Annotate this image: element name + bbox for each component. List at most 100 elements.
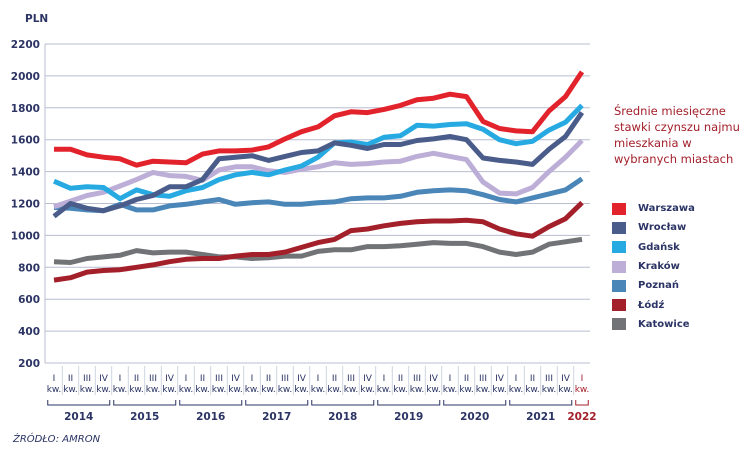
- x-tick-suffix: kw.: [146, 385, 161, 395]
- x-tick-suffix: kw.: [245, 385, 260, 395]
- legend-label: Katowice: [638, 318, 690, 330]
- legend-item: Łódź: [612, 295, 695, 314]
- x-tick-suffix: kw.: [509, 385, 524, 395]
- series-line-łódź: [53, 200, 584, 283]
- source-note: ŹRÓDŁO: AMRON: [13, 434, 101, 445]
- year-bracket: [443, 400, 507, 406]
- x-tick-quarter: I: [251, 374, 254, 384]
- legend-label: Gdańsk: [638, 241, 680, 253]
- legend-swatch: [612, 299, 626, 312]
- x-tick-quarter: III: [281, 374, 289, 384]
- legend-item: Warszawa: [612, 199, 695, 218]
- x-tick-quarter: III: [83, 374, 91, 384]
- legend-title: Średnie miesięczne stawki czynszu najmu …: [614, 104, 740, 166]
- x-year-label: 2021: [526, 411, 555, 423]
- x-tick-quarter: IV: [165, 374, 175, 384]
- x-tick-quarter: I: [383, 374, 386, 384]
- x-year-label: 2022: [567, 411, 596, 423]
- gridlines: [44, 43, 590, 364]
- x-tick-suffix: kw.: [261, 385, 276, 395]
- x-tick-suffix: kw.: [195, 385, 210, 395]
- x-tick-quarter: II: [134, 374, 139, 384]
- y-tick-label: 1000: [11, 230, 40, 242]
- legend: Warszawa Wrocław Gdańsk Kraków Poznań Łódź Kat…: [612, 199, 695, 334]
- x-tick-suffix: kw.: [327, 385, 342, 395]
- x-tick-suffix: kw.: [360, 385, 375, 395]
- year-bracket: [47, 400, 111, 406]
- x-tick-quarter: IV: [297, 374, 307, 384]
- x-tick-suffix: kw.: [80, 385, 95, 395]
- x-tick-quarter: II: [530, 374, 535, 384]
- x-tick-quarter: II: [68, 374, 73, 384]
- legend-label: Łódź: [638, 299, 665, 311]
- x-year-label: 2017: [262, 411, 291, 423]
- y-axis-ticks: 200 400 600 800 1000 1200 1400 1600 1800 2000 2200: [11, 39, 40, 370]
- x-tick-suffix: kw.: [443, 385, 458, 395]
- legend-label: Wrocław: [638, 222, 687, 234]
- y-tick-label: 1800: [11, 103, 40, 115]
- x-tick-quarter: I: [581, 374, 584, 384]
- x-tick-quarter: I: [53, 374, 56, 384]
- x-tick-suffix: kw.: [162, 385, 177, 395]
- year-bracket: [179, 400, 243, 406]
- x-tick-suffix: kw.: [344, 385, 359, 395]
- x-tick-quarter: I: [119, 374, 122, 384]
- legend-item: Gdańsk: [612, 238, 695, 257]
- x-tick-quarter: I: [449, 374, 452, 384]
- x-tick-quarter: II: [464, 374, 469, 384]
- series-line-warszawa: [54, 70, 585, 168]
- series-line-poznań: [53, 176, 584, 214]
- x-tick-suffix: kw.: [294, 385, 309, 395]
- x-tick-suffix: kw.: [575, 385, 590, 395]
- legend-item: Kraków: [612, 257, 695, 276]
- x-tick-quarter: III: [215, 374, 223, 384]
- series-line-katowice: [53, 236, 583, 265]
- x-year-label: 2019: [394, 411, 423, 423]
- x-tick-quarter: II: [398, 374, 403, 384]
- series-line-wrocław: [52, 111, 585, 219]
- y-axis-unit-label: PLN: [25, 13, 48, 25]
- x-tick-quarter: I: [185, 374, 188, 384]
- legend-swatch: [612, 241, 626, 254]
- legend-swatch: [612, 318, 626, 331]
- year-bracket: [509, 400, 573, 406]
- y-tick-label: 1400: [11, 167, 40, 179]
- x-tick-suffix: kw.: [129, 385, 144, 395]
- y-tick-label: 2000: [11, 71, 40, 83]
- x-year-label: 2020: [460, 411, 489, 423]
- x-tick-suffix: kw.: [228, 385, 243, 395]
- x-tick-quarter: II: [332, 374, 337, 384]
- x-tick-suffix: kw.: [542, 385, 557, 395]
- x-tick-suffix: kw.: [558, 385, 573, 395]
- x-tick-suffix: kw.: [426, 385, 441, 395]
- x-year-label: 2018: [328, 411, 357, 423]
- x-tick-suffix: kw.: [476, 385, 491, 395]
- series-lines: [52, 70, 585, 283]
- x-tick-quarter: IV: [363, 374, 373, 384]
- legend-item: Poznań: [612, 276, 695, 295]
- y-tick-label: 1600: [11, 135, 40, 147]
- y-tick-label: 600: [18, 294, 40, 306]
- x-tick-suffix: kw.: [410, 385, 425, 395]
- series-line-gdańsk: [53, 103, 584, 202]
- x-tick-suffix: kw.: [459, 385, 474, 395]
- x-year-label: 2016: [196, 411, 225, 423]
- x-tick-suffix: kw.: [393, 385, 408, 395]
- x-tick-suffix: kw.: [96, 385, 111, 395]
- y-tick-label: 1200: [11, 199, 40, 211]
- x-tick-suffix: kw.: [377, 385, 392, 395]
- x-tick-quarter: I: [515, 374, 518, 384]
- year-bracket: [311, 400, 375, 406]
- legend-swatch: [612, 279, 626, 292]
- legend-item: Wrocław: [612, 218, 695, 237]
- x-year-label: 2014: [64, 411, 93, 423]
- x-tick-suffix: kw.: [212, 385, 227, 395]
- x-tick-suffix: kw.: [47, 385, 62, 395]
- x-year-label: 2015: [130, 411, 159, 423]
- x-axis: Ikw.IIkw.IIIkw.IVkw.2014Ikw.IIkw.IIIkw.I…: [47, 366, 597, 423]
- x-tick-quarter: IV: [495, 374, 505, 384]
- x-tick-quarter: III: [347, 374, 355, 384]
- x-tick-quarter: IV: [429, 374, 439, 384]
- legend-swatch: [612, 202, 626, 215]
